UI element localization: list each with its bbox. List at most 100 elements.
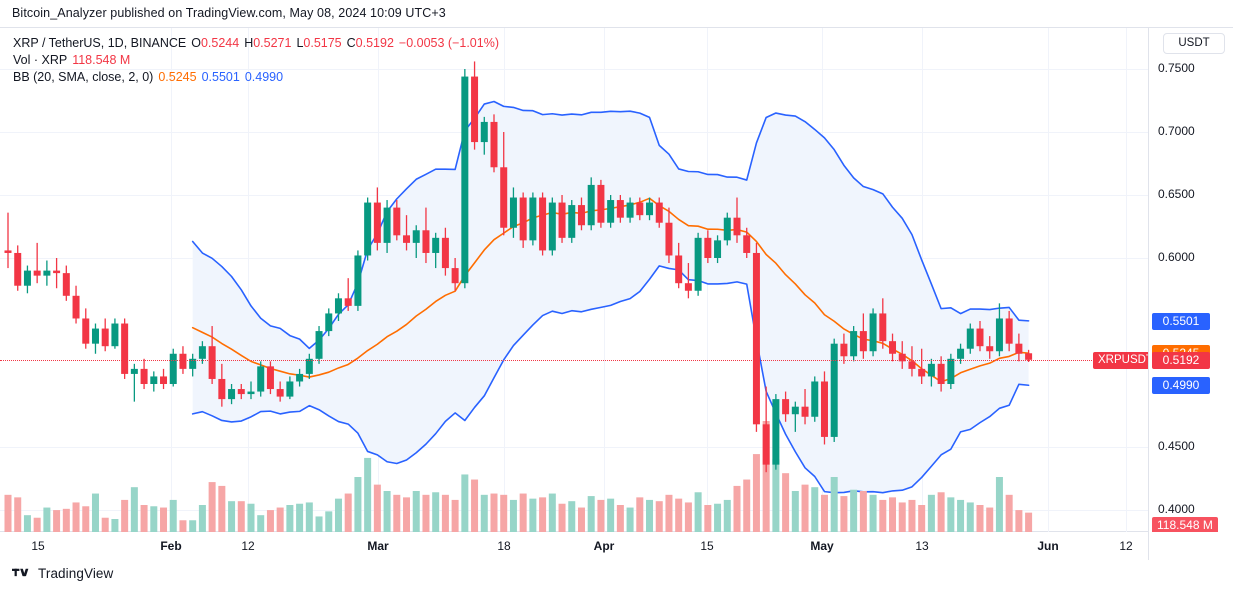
volume-bar — [830, 477, 838, 533]
candle-body — [616, 200, 624, 218]
price-axis[interactable]: USDT 0.7500 0.7000 0.6500 0.6000 0.4500 0.400… — [1148, 28, 1233, 534]
candle-body — [490, 121, 498, 168]
volume-bar — [859, 491, 867, 533]
legend-open-value: 0.5244 — [200, 36, 240, 50]
candle-body — [364, 202, 372, 256]
candle-body — [577, 205, 585, 226]
candle-body — [23, 270, 31, 286]
volume-bar — [568, 501, 576, 533]
candle-body — [597, 184, 605, 223]
volume-bar — [169, 499, 177, 533]
candle-body — [121, 323, 129, 374]
candle-body — [743, 235, 751, 253]
volume-bar — [53, 510, 61, 533]
candle-body — [461, 76, 469, 284]
candle-body — [898, 353, 906, 362]
candle-body — [626, 202, 634, 218]
candle-body — [422, 230, 430, 253]
volume-bar — [33, 517, 41, 533]
candle-body — [947, 358, 955, 384]
candle-body — [568, 205, 576, 238]
candle-body — [607, 200, 615, 223]
volume-bar — [675, 498, 683, 533]
volume-bar — [927, 494, 935, 533]
candle-body — [354, 255, 362, 306]
candle-body — [723, 217, 731, 241]
candle-body — [325, 313, 333, 332]
volume-bar — [237, 501, 245, 533]
time-axis-tick: 13 — [915, 539, 929, 553]
candle-body — [976, 328, 984, 347]
vertical-gridline — [171, 28, 172, 533]
volume-bar — [723, 499, 731, 533]
time-axis-tick: Feb — [160, 539, 182, 553]
candle-body — [655, 202, 663, 223]
legend-bb-basis: 0.5245 — [158, 70, 197, 84]
legend-low-label: L — [296, 36, 304, 50]
candle-body — [208, 346, 216, 379]
volume-bar — [646, 499, 654, 533]
volume-bar — [150, 506, 158, 533]
candle-body — [480, 121, 488, 143]
volume-bar — [655, 501, 663, 533]
price-axis-tick: 0.6000 — [1158, 250, 1195, 264]
legend-row-volume[interactable]: Vol · XRP 118.548 M — [13, 52, 499, 69]
candle-body — [266, 366, 274, 390]
volume-bar — [966, 502, 974, 533]
time-axis[interactable]: 15 Feb 12 Mar 18 Apr 15 May 13 Jun 12 — [0, 532, 1233, 560]
currency-unit-button[interactable]: USDT — [1163, 33, 1225, 54]
volume-bar — [704, 505, 712, 533]
volume-bar — [403, 497, 411, 533]
volume-bar — [91, 493, 99, 533]
candle-body — [150, 376, 158, 384]
volume-bar — [82, 506, 90, 533]
volume-series — [4, 421, 1033, 533]
candle-body — [296, 373, 304, 382]
plot-area[interactable]: XRPUSDT — [0, 28, 1148, 533]
time-axis-tick: Jun — [1037, 539, 1059, 553]
candle-body — [587, 184, 595, 226]
candle-body — [889, 341, 897, 354]
candle-body — [937, 363, 945, 384]
volume-bar — [626, 507, 634, 533]
candle-body — [509, 197, 517, 228]
volume-bar — [529, 498, 537, 533]
candle-body — [72, 295, 80, 319]
candle-body — [1015, 343, 1023, 354]
volume-bar — [4, 494, 12, 533]
candle-body — [403, 235, 411, 243]
time-axis-tick: 12 — [241, 539, 255, 553]
candlestick-series — [4, 61, 1033, 473]
volume-bar — [918, 505, 926, 533]
volume-value-badge: 118.548 M — [1152, 517, 1218, 534]
price-axis-tick: 0.7500 — [1158, 61, 1195, 75]
candle-body — [966, 328, 974, 349]
candle-body — [276, 389, 284, 397]
candle-body — [43, 270, 51, 276]
legend-row-bollinger[interactable]: BB (20, SMA, close, 2, 0) 0.5245 0.5501 0.4… — [13, 69, 499, 86]
candle-body — [111, 323, 119, 347]
candle-body — [714, 240, 722, 258]
candle-body — [237, 389, 245, 395]
candle-body — [830, 343, 838, 437]
candle-body — [859, 331, 867, 352]
volume-bar — [752, 454, 760, 533]
time-axis-tick: Apr — [593, 539, 615, 553]
candle-body — [879, 313, 887, 342]
vertical-gridline — [1048, 28, 1049, 533]
candle-body — [791, 406, 799, 415]
volume-bar — [23, 515, 31, 533]
volume-bar — [286, 505, 294, 533]
candle-body — [189, 358, 197, 369]
candle-body — [957, 348, 965, 359]
price-value-badge: 0.5501 — [1152, 312, 1210, 330]
candle-body — [1025, 353, 1033, 360]
volume-bar — [334, 498, 342, 533]
legend-row-symbol[interactable]: XRP / TetherUS, 1D, BINANCE O0.5244 H0.527… — [13, 35, 499, 52]
candle-body — [869, 313, 877, 352]
volume-bar — [296, 503, 304, 533]
volume-bar — [461, 474, 469, 533]
candle-body — [801, 406, 809, 417]
horizontal-gridline — [0, 447, 1148, 448]
legend-high-value: 0.5271 — [253, 36, 292, 50]
